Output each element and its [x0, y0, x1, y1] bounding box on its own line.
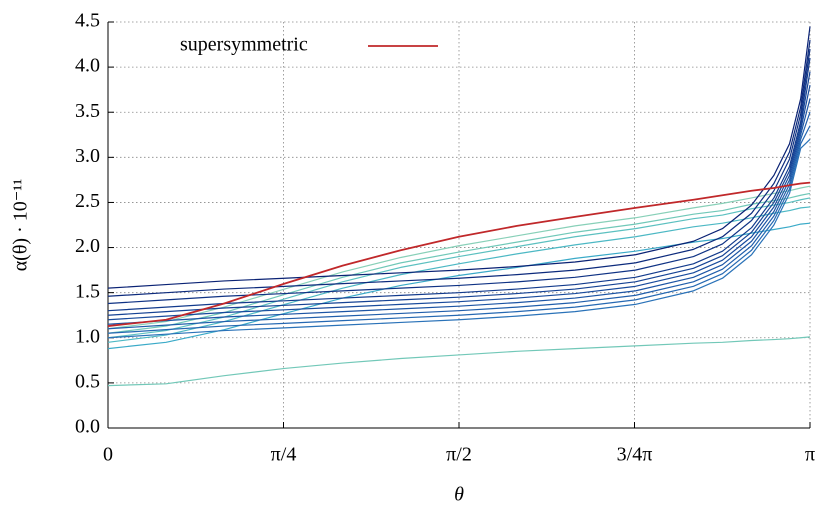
y-tick-label: 4.5 [75, 10, 100, 32]
series-line [107, 181, 811, 327]
y-tick-label: 2.0 [75, 235, 100, 257]
series-line [107, 48, 811, 305]
x-tick-label: 3/4π [617, 444, 653, 466]
y-tick-label: 3.5 [75, 100, 100, 122]
legend-label: supersymmetric [180, 34, 308, 56]
y-tick-label: 1.5 [75, 280, 100, 302]
series-line [107, 125, 811, 334]
y-tick-label: 3.0 [75, 145, 100, 167]
series-line [107, 71, 811, 316]
series-line [107, 98, 811, 325]
series-line [107, 85, 811, 321]
y-tick-label: 1.0 [75, 325, 100, 347]
x-tick-label: 0 [103, 444, 113, 466]
x-tick-label: π/2 [446, 444, 472, 466]
y-axis-label: α(θ) · 10⁻¹¹ [10, 179, 32, 272]
series-line [107, 26, 811, 289]
series-line [107, 112, 811, 330]
y-tick-label: 2.5 [75, 190, 100, 212]
x-tick-label: π [805, 444, 815, 466]
y-tick-label: 4.0 [75, 55, 100, 77]
y-tick-label: 0.5 [75, 370, 100, 392]
x-axis-label: θ [454, 484, 464, 506]
series-line [107, 336, 811, 387]
y-tick-label: 0.0 [75, 416, 100, 438]
series-line [107, 138, 811, 339]
series-line [107, 39, 811, 297]
series-line [107, 222, 811, 350]
x-tick-label: π/4 [271, 444, 297, 466]
